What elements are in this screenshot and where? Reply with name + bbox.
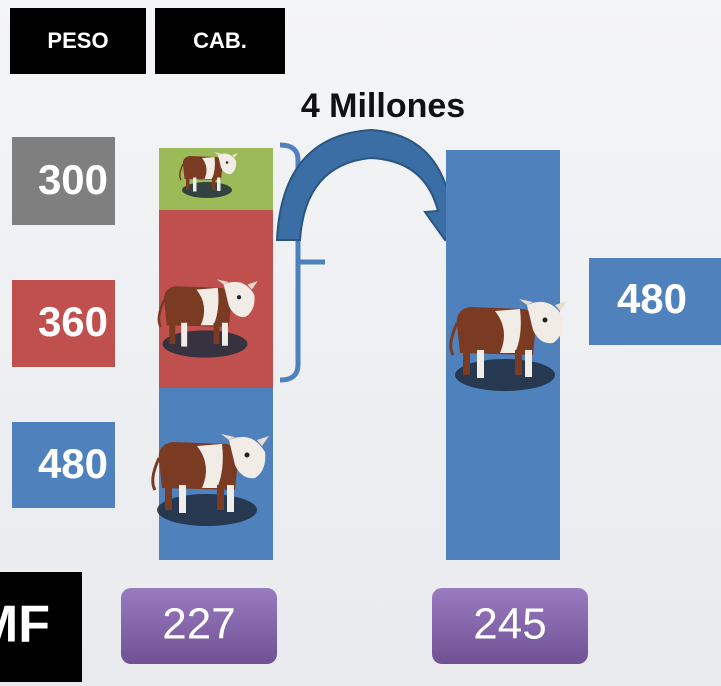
count-label: 245 (473, 600, 546, 649)
arrow-label: 4 Millones (301, 87, 465, 125)
weight-label: 480 (617, 275, 687, 322)
side-label: MF (0, 596, 50, 654)
header-weight: PESO (47, 28, 108, 53)
slide: PESO CAB. 4 Millones 300 360 480 480 MF … (0, 0, 721, 686)
page: PESO CAB. 4 Millones 300 360 480 480 MF … (0, 0, 721, 686)
weight-label: 480 (38, 440, 108, 487)
count-label: 227 (162, 600, 235, 649)
weight-label: 360 (38, 298, 108, 345)
weight-label: 300 (38, 156, 108, 203)
header-heads: CAB. (193, 28, 247, 53)
